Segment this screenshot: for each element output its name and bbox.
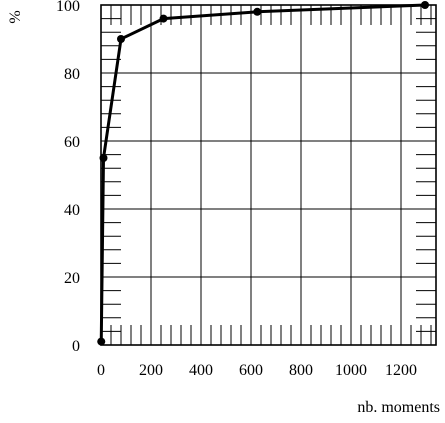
y-tick-label: 20 [64,270,80,287]
y-tick-label: 100 [56,0,80,15]
y-tick-labels: 0 20 40 60 80 100 [56,0,80,355]
x-axis-label: nb. moments [357,399,440,416]
x-tick-label: 1200 [385,362,417,379]
y-tick-label: 0 [72,338,80,355]
x-tick-label: 400 [189,362,213,379]
x-tick-labels: 0 200 400 600 800 1000 1200 [97,362,417,379]
y-axis-label: % [7,10,24,23]
series [97,1,429,346]
x-tick-label: 600 [239,362,263,379]
series-line [99,3,426,342]
x-tick-label: 200 [139,362,163,379]
y-tick-label: 80 [64,66,80,83]
data-point [117,35,125,43]
data-point [253,7,262,16]
y-tick-label: 40 [64,202,80,219]
x-tick-label: 800 [289,362,313,379]
y-tick-label: 60 [64,134,80,151]
data-point [159,14,168,23]
grid [100,4,436,346]
plot-area-frame [100,4,437,346]
x-tick-label: 1000 [335,362,367,379]
x-tick-label: 0 [97,362,105,379]
